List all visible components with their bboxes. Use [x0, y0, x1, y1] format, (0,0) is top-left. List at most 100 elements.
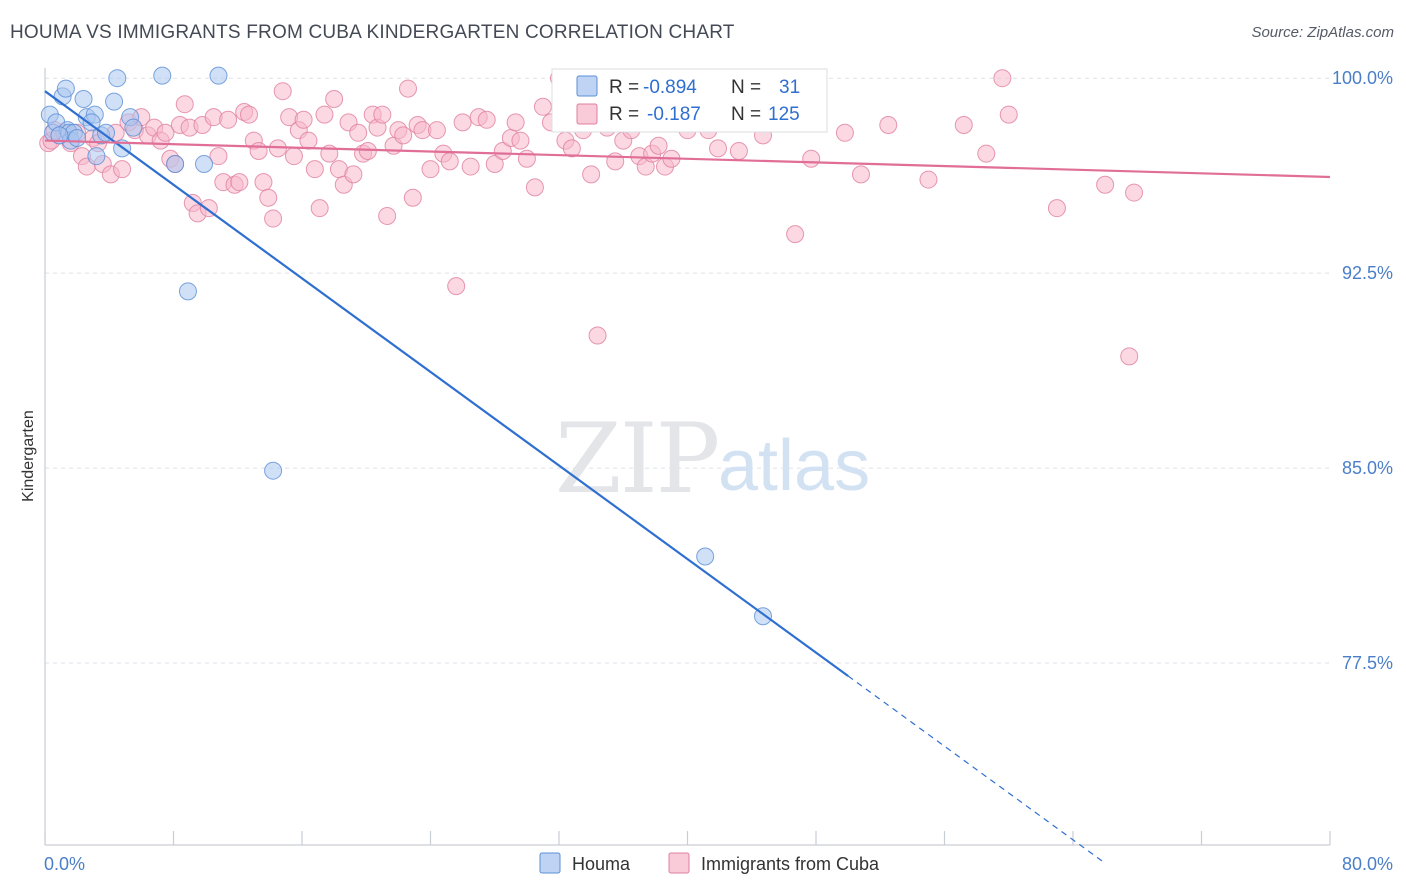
cuba-point	[802, 149, 821, 168]
chart-title: HOUMA VS IMMIGRANTS FROM CUBA KINDERGART…	[10, 22, 735, 43]
stats-r-value-cuba: -0.187	[647, 104, 701, 125]
houma-point	[124, 118, 143, 137]
houma-point	[87, 147, 106, 166]
cuba-point	[729, 141, 748, 160]
stats-n-value-houma: 31	[779, 77, 800, 98]
cuba-point	[588, 326, 607, 345]
cuba-point	[493, 141, 512, 160]
y-tick-label: 77.5%	[1342, 653, 1393, 673]
cuba-point	[525, 178, 544, 197]
stats-r-label-cuba: R =	[609, 104, 639, 125]
cuba-point	[954, 115, 973, 134]
cuba-point	[709, 139, 728, 158]
houma-point	[209, 66, 228, 85]
cuba-point	[156, 123, 175, 142]
stats-box-frame	[551, 68, 828, 133]
stats-n-label-cuba: N =	[731, 104, 761, 125]
houma-point	[108, 69, 127, 88]
cuba-point	[175, 95, 194, 114]
cuba-point	[477, 110, 496, 129]
cuba-point	[394, 126, 413, 145]
cuba-point	[835, 123, 854, 142]
cuba-point	[294, 110, 313, 129]
stats-n-value-cuba: 125	[768, 104, 800, 125]
cuba-point	[219, 110, 238, 129]
cuba-point	[851, 165, 870, 184]
houma-trend-extension	[847, 675, 1106, 864]
cuba-point	[919, 170, 938, 189]
cuba-point	[485, 154, 504, 173]
legend-label-houma: Houma	[572, 854, 631, 874]
stats-n-label-houma: N =	[731, 77, 761, 98]
cuba-point	[649, 136, 668, 155]
legend: Houma Immigrants from Cuba	[539, 852, 880, 874]
cuba-point	[993, 69, 1012, 88]
cuba-point	[310, 199, 329, 218]
cuba-point	[1120, 347, 1139, 366]
cuba-point	[325, 89, 344, 108]
watermark: ZIP atlas	[555, 403, 870, 515]
watermark-atlas: atlas	[718, 426, 870, 506]
houma-point	[82, 113, 101, 132]
cuba-point	[999, 105, 1018, 124]
source-label: Source: ZipAtlas.com	[1251, 24, 1394, 41]
cuba-point	[506, 113, 525, 132]
x-tick-labels: 0.0% 80.0%	[44, 854, 1393, 874]
houma-point	[166, 154, 185, 173]
houma-point	[178, 282, 197, 301]
houma-point	[56, 79, 75, 98]
cuba-point	[440, 152, 459, 171]
houma-point	[195, 154, 214, 173]
cuba-point	[977, 144, 996, 163]
cuba-point	[511, 131, 530, 150]
cuba-point	[373, 105, 392, 124]
cuba-point	[562, 139, 581, 158]
y-tick-label: 92.5%	[1342, 263, 1393, 283]
cuba-point	[1047, 199, 1066, 218]
houma-point	[105, 92, 124, 111]
cuba-point	[606, 152, 625, 171]
cuba-point	[254, 173, 273, 192]
houma-point	[68, 128, 87, 147]
houma-point	[696, 547, 715, 566]
cuba-point	[427, 121, 446, 140]
houma-point	[264, 461, 283, 480]
cuba-point	[533, 97, 552, 116]
y-tick-labels: 100.0% 92.5% 85.0% 77.5%	[1332, 68, 1393, 673]
cuba-point	[230, 173, 249, 192]
stats-swatch-houma	[576, 75, 598, 97]
houma-point	[153, 66, 172, 85]
cuba-point	[403, 188, 422, 207]
x-tick-label: 0.0%	[44, 854, 85, 874]
cuba-point	[209, 147, 228, 166]
cuba-point	[879, 115, 898, 134]
cuba-point	[447, 277, 466, 296]
trend-lines	[44, 90, 1331, 864]
cuba-point	[461, 157, 480, 176]
houma-trend-line	[44, 90, 849, 677]
stats-r-value-houma: -0.894	[643, 77, 697, 98]
cuba-point	[517, 149, 536, 168]
cuba-point	[453, 113, 472, 132]
houma-point	[74, 89, 93, 108]
cuba-trend-line	[44, 139, 1331, 179]
stats-swatch-cuba	[576, 103, 598, 125]
legend-swatch-cuba	[668, 852, 690, 874]
cuba-point	[239, 105, 258, 124]
cuba-point	[264, 209, 283, 228]
axes	[44, 68, 1331, 846]
cuba-point	[273, 82, 292, 101]
houma-point	[50, 126, 69, 145]
cuba-point	[399, 79, 418, 98]
cuba-point	[378, 206, 397, 225]
y-axis-label: Kindergarten	[20, 410, 37, 502]
cuba-point	[1125, 183, 1144, 202]
x-tick-label: 80.0%	[1342, 854, 1393, 874]
cuba-point	[299, 131, 318, 150]
cuba-point	[582, 165, 601, 184]
cuba-point	[284, 147, 303, 166]
stats-box: R = -0.894 N = 31 R = -0.187 N = 125	[551, 68, 828, 133]
cuba-point	[349, 123, 368, 142]
watermark-zip: ZIP	[555, 403, 718, 515]
